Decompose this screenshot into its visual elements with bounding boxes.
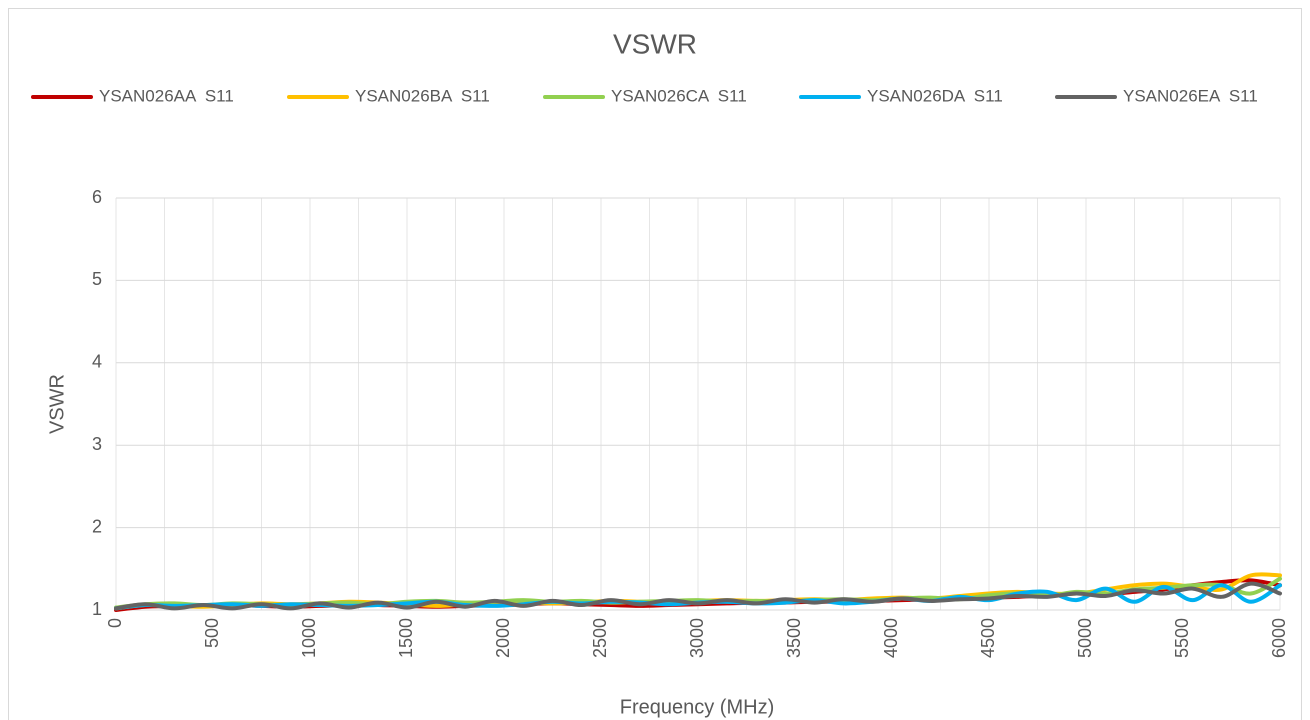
- chart-frame: [8, 8, 1302, 720]
- y-tick-label: 2: [92, 516, 102, 536]
- x-tick-label: 5500: [1172, 618, 1192, 658]
- y-tick-label: 1: [92, 599, 102, 619]
- series-line: [114, 581, 1282, 611]
- x-tick-label: 1500: [396, 618, 416, 658]
- y-tick-label: 4: [92, 352, 102, 372]
- x-tick-label: 1000: [299, 618, 319, 658]
- x-tick-label: 4000: [881, 618, 901, 658]
- x-tick-label: 2500: [590, 618, 610, 658]
- legend-label: YSAN026BA S11: [355, 86, 490, 105]
- x-axis-label: Frequency (MHz): [620, 696, 774, 718]
- y-tick-label: 5: [92, 269, 102, 289]
- chart-title: VSWR: [613, 28, 697, 59]
- x-tick-label: 2000: [493, 618, 513, 658]
- x-tick-label: 3000: [687, 618, 707, 658]
- x-tick-label: 5000: [1075, 618, 1095, 658]
- legend-label: YSAN026EA S11: [1123, 86, 1258, 105]
- x-tick-label: 3500: [784, 618, 804, 658]
- y-tick-label: 3: [92, 434, 102, 454]
- y-tick-label: 6: [92, 187, 102, 207]
- legend-label: YSAN026AA S11: [99, 86, 234, 105]
- x-tick-label: 500: [202, 618, 222, 648]
- legend-label: YSAN026CA S11: [611, 86, 747, 105]
- legend-label: YSAN026DA S11: [867, 86, 1003, 105]
- x-tick-label: 4500: [978, 618, 998, 658]
- x-tick-label: 0: [105, 618, 125, 628]
- y-axis-label: VSWR: [46, 374, 68, 434]
- x-tick-label: 6000: [1269, 618, 1289, 658]
